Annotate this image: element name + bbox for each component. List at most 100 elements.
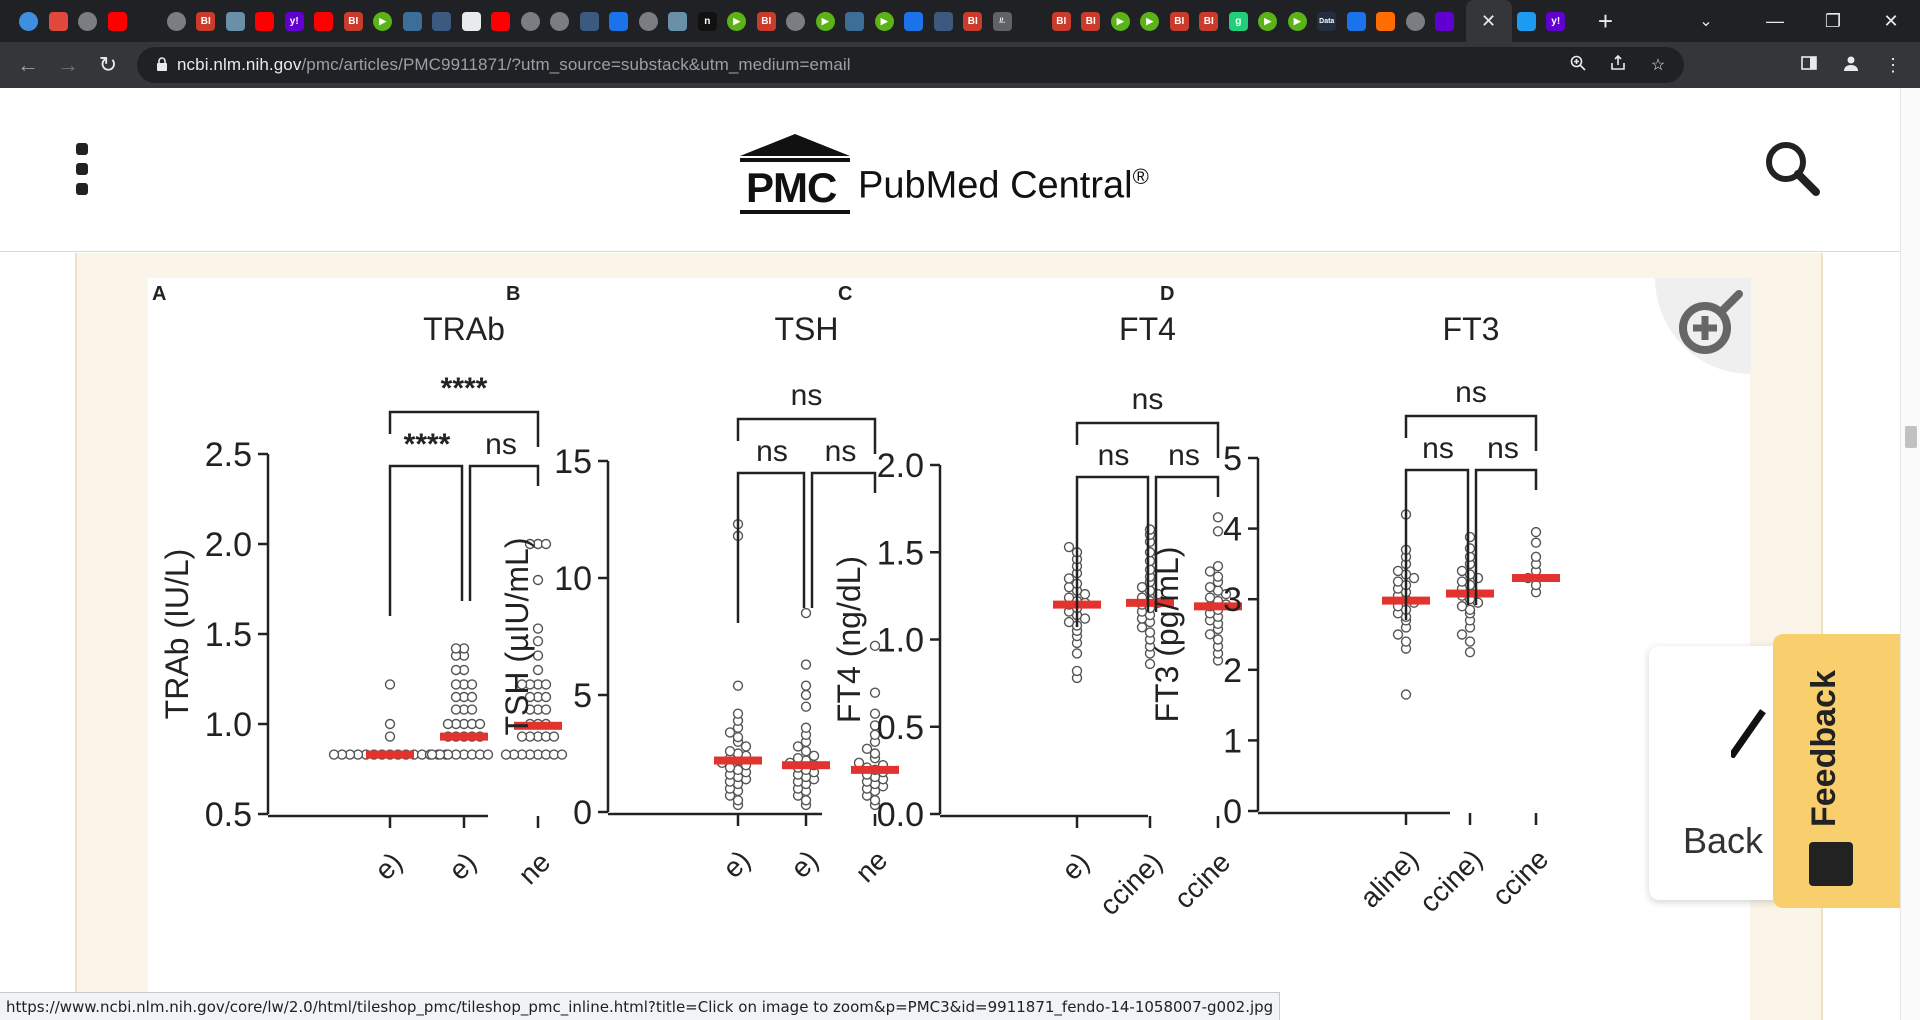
data-point — [1212, 571, 1224, 582]
reload-icon[interactable]: ↻ — [98, 52, 118, 77]
y-axis-label: TRAb (IU/L) — [159, 549, 195, 720]
browser-tab[interactable] — [634, 0, 664, 42]
scrollbar-thumb[interactable] — [1905, 426, 1917, 448]
browser-tab[interactable] — [781, 0, 811, 42]
browser-tab[interactable] — [545, 0, 575, 42]
profile-icon[interactable] — [1834, 54, 1868, 77]
browser-tab[interactable] — [486, 0, 516, 42]
browser-tab[interactable]: ▶ — [870, 0, 900, 42]
browser-tab[interactable] — [250, 0, 280, 42]
restore-icon[interactable]: ❐ — [1824, 10, 1842, 31]
lock-icon[interactable] — [147, 56, 177, 74]
tab-search-icon[interactable]: ⌄ — [1699, 13, 1713, 30]
browser-tab[interactable] — [44, 0, 74, 42]
browser-tab[interactable] — [663, 0, 693, 42]
back-arrow-icon[interactable]: ← — [17, 52, 39, 77]
globe-icon — [520, 11, 540, 31]
ncbi-icon — [668, 11, 688, 31]
browser-tab[interactable] — [457, 0, 487, 42]
data-point — [1464, 636, 1476, 647]
figure-chart[interactable]: A TRAb 0.5 1.0 1.5 2.0 2.5 TRAb (IU/L) e) e) ne ***… — [148, 278, 1750, 1020]
browser-tab[interactable] — [132, 0, 162, 42]
browser-tab[interactable]: BI — [1194, 0, 1224, 42]
close-tab-icon[interactable]: ✕ — [1480, 10, 1497, 31]
side-panel-icon[interactable] — [1792, 55, 1826, 76]
active-tab[interactable]: ✕ — [1465, 0, 1512, 42]
browser-tab[interactable]: BI — [752, 0, 782, 42]
zoom-icon[interactable] — [1564, 55, 1592, 76]
twitter-icon — [1516, 11, 1536, 31]
page-scrollbar[interactable] — [1900, 88, 1920, 1020]
data-point — [724, 745, 736, 757]
close-window-icon[interactable]: ✕ — [1883, 10, 1899, 31]
browser-tab[interactable] — [1342, 0, 1372, 42]
panel-letter: B — [506, 283, 520, 305]
browser-tab[interactable]: ▶ — [811, 0, 841, 42]
browser-tab[interactable]: g — [1224, 0, 1254, 42]
data-point — [1400, 689, 1412, 700]
browser-tab[interactable] — [929, 0, 959, 42]
zoom-button[interactable] — [1655, 278, 1751, 374]
browser-tab[interactable]: BI — [339, 0, 369, 42]
browser-tab[interactable] — [899, 0, 929, 42]
data-point — [1456, 576, 1468, 587]
browser-tab[interactable]: ▶ — [1253, 0, 1283, 42]
new-tab-button[interactable]: + — [1597, 5, 1614, 36]
browser-tab[interactable] — [1017, 0, 1047, 42]
data-point — [524, 538, 536, 550]
browser-tab[interactable]: BI — [1076, 0, 1106, 42]
browser-tab[interactable] — [427, 0, 457, 42]
browser-tab[interactable] — [575, 0, 605, 42]
browser-tab[interactable]: ▶ — [1135, 0, 1165, 42]
browser-tab[interactable] — [604, 0, 634, 42]
search-icon[interactable] — [1762, 138, 1822, 198]
browser-tab[interactable]: ▶ — [1106, 0, 1136, 42]
url-text[interactable]: ncbi.nlm.nih.gov/pmc/articles/PMC9911871… — [177, 55, 851, 75]
menu-icon[interactable]: ⋮ — [1884, 54, 1902, 75]
data-point — [516, 731, 528, 742]
menu-kebab-icon[interactable] — [73, 143, 91, 195]
browser-tab[interactable] — [162, 0, 192, 42]
share-icon[interactable] — [1604, 54, 1632, 76]
browser-tab[interactable] — [1401, 0, 1431, 42]
browser-tab[interactable]: Data — [1312, 0, 1342, 42]
data-point — [556, 749, 568, 760]
browser-tab[interactable] — [398, 0, 428, 42]
browser-tab[interactable] — [221, 0, 251, 42]
data-point — [732, 680, 744, 691]
browser-tab[interactable] — [73, 0, 103, 42]
browser-tab[interactable] — [1512, 0, 1542, 42]
browser-tab[interactable]: y! — [1541, 0, 1571, 42]
browser-tab[interactable]: //. — [988, 0, 1018, 42]
browser-tab[interactable] — [309, 0, 339, 42]
browser-tab[interactable] — [103, 0, 133, 42]
minimize-icon[interactable]: — — [1766, 10, 1784, 31]
browser-tab[interactable]: n — [693, 0, 723, 42]
browser-tab[interactable]: ▶ — [1283, 0, 1313, 42]
browser-tab[interactable]: ▶ — [722, 0, 752, 42]
address-bar[interactable]: ncbi.nlm.nih.gov/pmc/articles/PMC9911871… — [137, 47, 1684, 83]
browser-tab[interactable]: BI — [1047, 0, 1077, 42]
browser-tab[interactable]: BI — [958, 0, 988, 42]
figure-image[interactable] — [148, 278, 1750, 1020]
browser-tab[interactable] — [1430, 0, 1460, 42]
slashes-icon: //. — [992, 11, 1012, 31]
comparison-label: ns — [825, 435, 857, 468]
back-to-top-button[interactable]: Back — [1649, 646, 1783, 900]
pmc-logo[interactable]: PMC PubMed Central® — [740, 126, 1149, 216]
page-content: PMC PubMed Central® A TRAb 0.5 1.0 1.5 2.0 2.5… — [0, 88, 1900, 1020]
feedback-button[interactable]: Feedback — [1773, 634, 1900, 908]
data-point — [869, 720, 881, 731]
browser-tab[interactable]: BI — [191, 0, 221, 42]
forward-arrow-icon[interactable]: → — [57, 52, 79, 77]
browser-tab[interactable] — [1371, 0, 1401, 42]
bookmark-star-icon[interactable]: ☆ — [1650, 57, 1666, 74]
median-bar — [1126, 598, 1174, 607]
browser-tab[interactable]: BI — [1165, 0, 1195, 42]
browser-tab[interactable]: ▶ — [368, 0, 398, 42]
browser-tab[interactable]: y! — [280, 0, 310, 42]
browser-tab[interactable] — [516, 0, 546, 42]
browser-tab[interactable] — [14, 0, 44, 42]
globe-icon — [786, 11, 806, 31]
browser-tab[interactable] — [840, 0, 870, 42]
